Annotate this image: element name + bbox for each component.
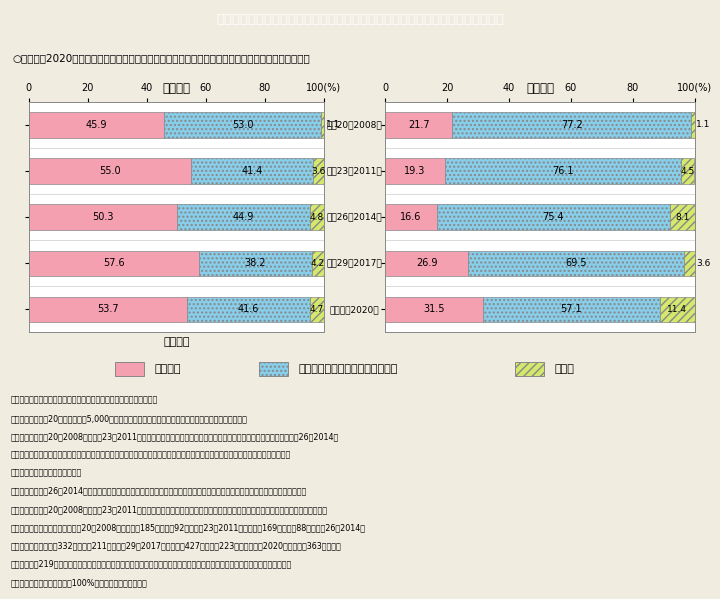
Text: 53.0: 53.0 [232,120,253,130]
Bar [29,158,192,184]
Text: ５－３図　配偶者からの被害経験のある者のうち誰かに相談した者の割合の推移: ５－３図 配偶者からの被害経験のある者のうち誰かに相談した者の割合の推移 [216,13,504,26]
Bar [199,250,312,276]
Bar [320,112,324,138]
Bar [385,297,482,322]
Text: 21.7: 21.7 [408,120,430,130]
Bar [29,204,177,230]
Text: 集計対象者は、平成20（2008）年が女性185人、男性92人、平成23（2011）年が女性169人、男性88人、平成26（2014）: 集計対象者は、平成20（2008）年が女性185人、男性92人、平成23（201… [11,524,366,533]
Text: 3.6: 3.6 [312,167,326,176]
Bar [258,362,288,376]
Bar [164,112,320,138]
Text: 平成20（2008）: 平成20（2008） [327,120,382,129]
Text: 〈男性〉: 〈男性〉 [526,81,554,95]
Bar [310,204,324,230]
Bar [385,112,452,138]
Text: 77.2: 77.2 [561,120,582,130]
Text: 55.0: 55.0 [99,166,121,176]
Bar [691,112,695,138]
Bar [192,158,313,184]
Bar [436,204,670,230]
Text: 平成29（2017）: 平成29（2017） [327,259,382,268]
Bar [29,112,164,138]
Bar [187,297,310,322]
Text: 平成20（2008）年及び23（2011）年は、過去５年以内に配偶者から何らかの被害を受けたことがあった者について集計。: 平成20（2008）年及び23（2011）年は、過去５年以内に配偶者から何らかの… [11,505,328,514]
Text: 53.7: 53.7 [97,304,119,314]
Bar [29,297,187,322]
Text: 45.9: 45.9 [86,120,107,130]
Text: ○令和２（2020）年度を見ると、女性の約４割、男性の約６割はどこ（だれ）にも相談していない。: ○令和２（2020）年度を見ると、女性の約４割、男性の約６割はどこ（だれ）にも相… [13,53,310,63]
Text: 41.6: 41.6 [238,304,259,314]
Text: 談した経験を調査。: 談した経験を調査。 [11,468,82,477]
Text: 69.5: 69.5 [565,258,587,268]
Text: 38.2: 38.2 [245,258,266,268]
Text: 4.7: 4.7 [310,305,324,314]
Bar [660,297,695,322]
Bar [312,250,324,276]
Bar [515,362,544,376]
Text: ３．平成20（2008）年及び23（2011）年は「身体的暴行」、「心理的攻撃」及び「性的強要」のいずれか、平成26（2014）: ３．平成20（2008）年及び23（2011）年は「身体的暴行」、「心理的攻撃」… [11,432,339,441]
Text: 1.1: 1.1 [696,120,711,129]
Text: 57.1: 57.1 [560,304,582,314]
Text: ５．四捨五入により100%とならない場合がある。: ５．四捨五入により100%とならない場合がある。 [11,578,148,587]
Text: ２．全国20歳以上の男女5,000人を対象とした無作為抽出によるアンケート調査の結果による。: ２．全国20歳以上の男女5,000人を対象とした無作為抽出によるアンケート調査の… [11,414,248,423]
Text: 相談した: 相談した [155,364,181,374]
Text: 76.1: 76.1 [552,166,574,176]
Text: 令和２（2020）: 令和２（2020） [330,305,379,314]
Text: 年以降は「身体的暴行」、「心理的攻撃」、「経済的圧迫」及び「性的強要」のいずれかの被害経験について誰かに相: 年以降は「身体的暴行」、「心理的攻撃」、「経済的圧迫」及び「性的強要」のいずれか… [11,450,291,459]
Bar [445,158,680,184]
Text: どこ（だれ）にも相談しなかった: どこ（だれ）にも相談しなかった [299,364,398,374]
Bar [385,250,469,276]
Text: （年度）: （年度） [163,337,189,347]
Text: ４．平成26（2014）年以降は、期間を区切らずに、配偶者から何らかの被害を受けたことがあった者について集計。また、: ４．平成26（2014）年以降は、期間を区切らずに、配偶者から何らかの被害を受け… [11,487,307,496]
Bar [115,362,144,376]
Text: 年が女性332人、男性211人、平成29（2017）年が女性427人、男性223人、令和２（2020）年が女性363人、男性: 年が女性332人、男性211人、平成29（2017）年が女性427人、男性223… [11,541,341,550]
Text: 31.5: 31.5 [423,304,445,314]
Text: 4.5: 4.5 [680,167,695,176]
Text: 11.4: 11.4 [667,305,687,314]
Text: 4.8: 4.8 [310,213,324,222]
Text: 3.6: 3.6 [696,259,711,268]
Bar [670,204,695,230]
Bar [313,158,324,184]
Text: 19.3: 19.3 [405,166,426,176]
Text: 57.6: 57.6 [103,258,125,268]
Text: 44.9: 44.9 [233,212,254,222]
Bar [177,204,310,230]
Bar [482,297,660,322]
Bar [684,250,695,276]
Bar [469,250,684,276]
Text: 26.9: 26.9 [416,258,438,268]
Text: 1.1: 1.1 [325,120,340,129]
Text: 8.1: 8.1 [675,213,690,222]
Text: 平成26（2014）: 平成26（2014） [327,213,382,222]
Text: 平成23（2011）: 平成23（2011） [327,167,382,176]
Bar [29,250,199,276]
Text: （備考）１．内閣府「男女間における暴力に関する調査」より作成。: （備考）１．内閣府「男女間における暴力に関する調査」より作成。 [11,396,158,405]
Text: 75.4: 75.4 [542,212,564,222]
Bar [452,112,691,138]
Text: 16.6: 16.6 [400,212,422,222]
Bar [680,158,695,184]
Text: 4.2: 4.2 [311,259,325,268]
Bar [385,158,445,184]
Text: 219人。前項３と合わせて、調査年により調査方法、設問内容等が異なることから、時系列比較には注意を要する。: 219人。前項３と合わせて、調査年により調査方法、設問内容等が異なることから、時… [11,560,292,569]
Text: 〈女性〉: 〈女性〉 [163,81,190,95]
Bar [310,297,324,322]
Text: 無回答: 無回答 [554,364,575,374]
Text: 50.3: 50.3 [92,212,114,222]
Bar [385,204,436,230]
Text: 41.4: 41.4 [242,166,263,176]
